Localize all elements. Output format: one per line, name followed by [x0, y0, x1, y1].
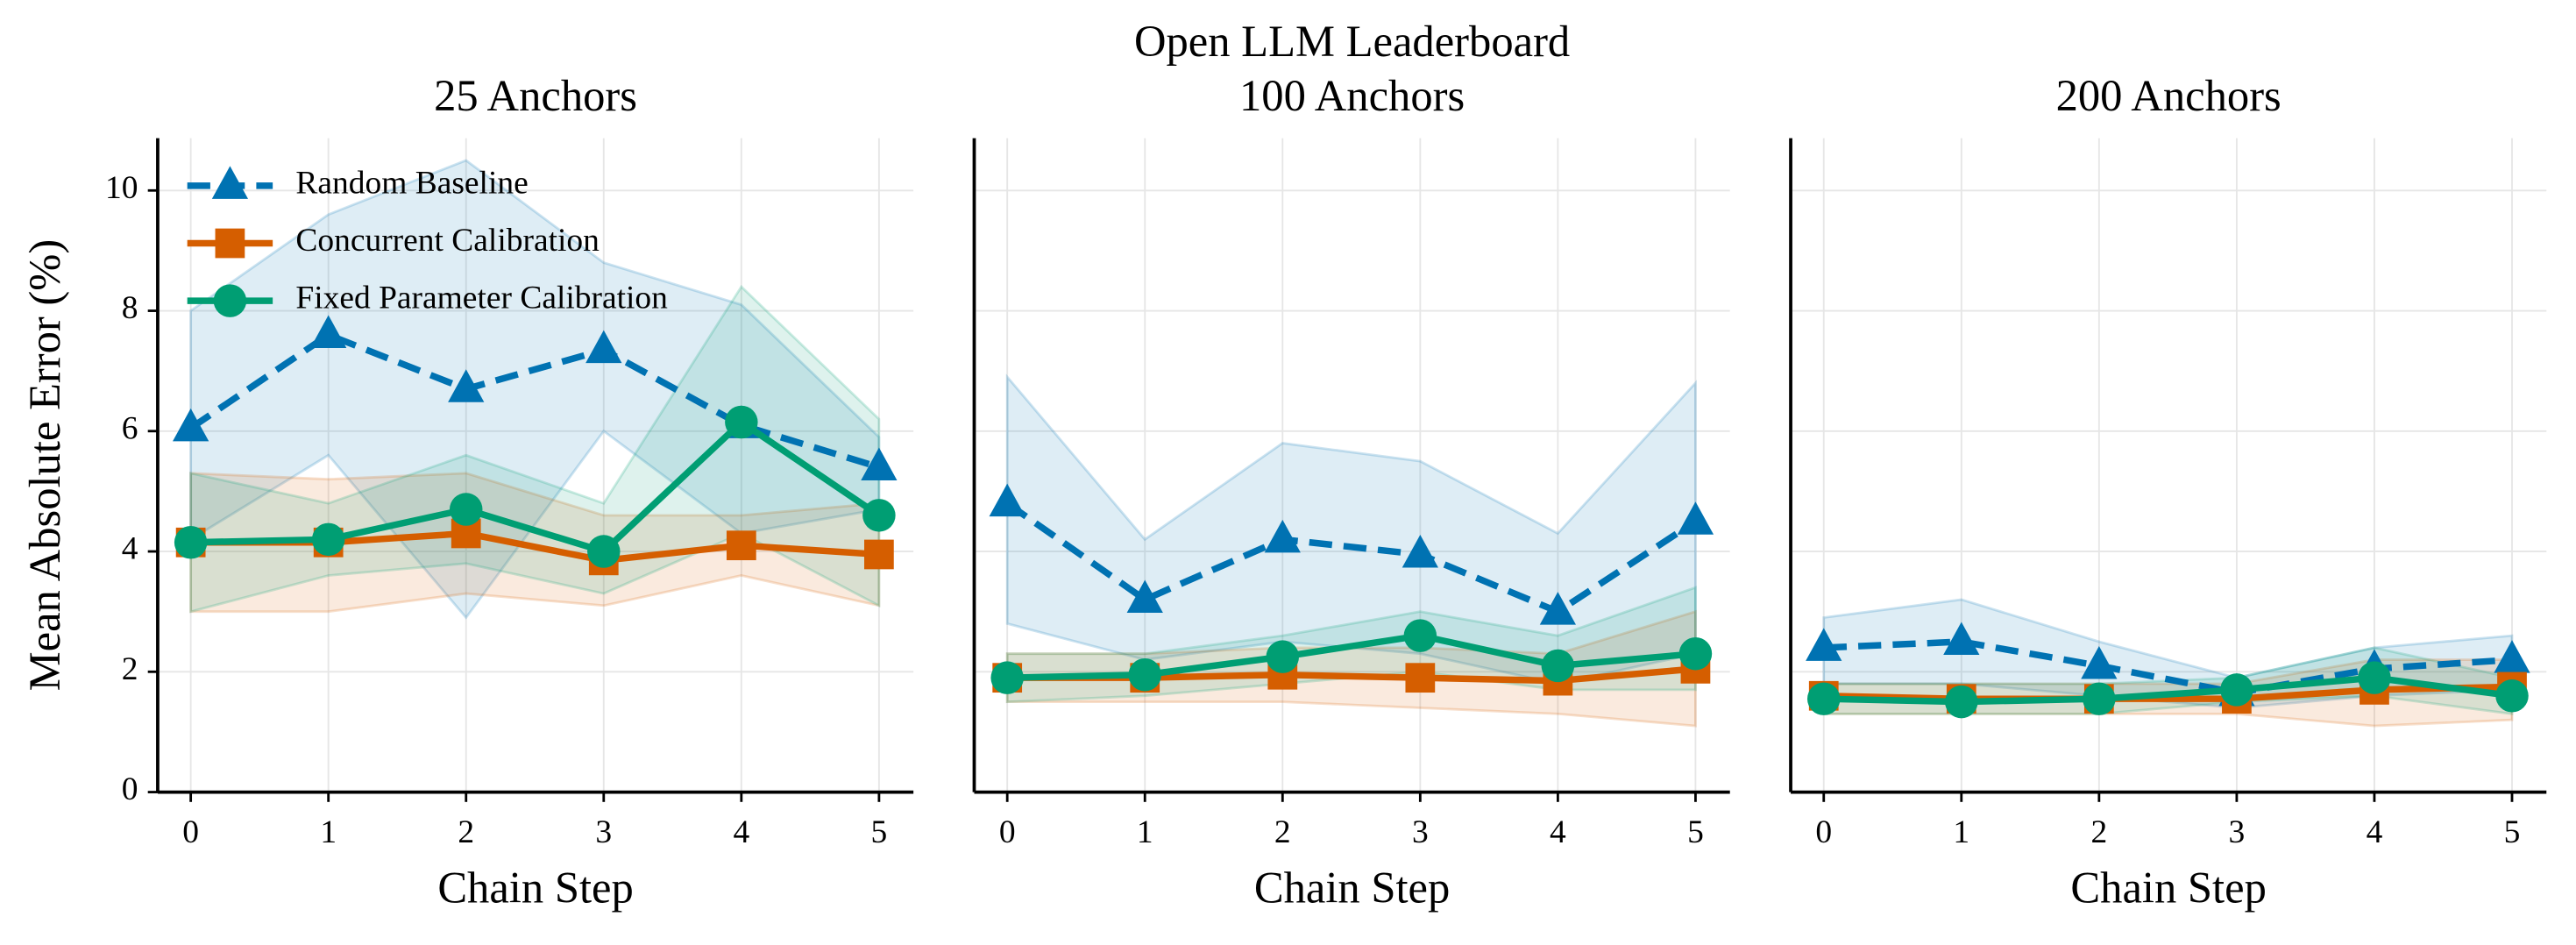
marker-triangle	[1402, 534, 1438, 568]
y-tick-label: 4	[122, 531, 138, 567]
marker-circle	[1541, 649, 1575, 683]
marker-circle	[449, 493, 483, 526]
marker-triangle	[585, 330, 622, 364]
marker-circle	[1266, 640, 1300, 673]
marker-circle	[1403, 619, 1437, 652]
x-tick-label: 3	[2229, 814, 2246, 850]
marker-circle	[1678, 636, 1713, 671]
marker-square	[864, 539, 894, 570]
y-tick-label: 0	[122, 771, 138, 807]
x-tick-label: 0	[999, 814, 1016, 850]
x-tick-label: 4	[1550, 814, 1566, 850]
x-tick-label: 2	[1274, 814, 1291, 850]
x-tick-label: 1	[320, 814, 337, 850]
x-tick-label: 4	[2367, 814, 2383, 850]
marker-circle	[1128, 657, 1161, 692]
marker-triangle	[173, 408, 209, 442]
legend-label: Fixed Parameter Calibration	[295, 281, 668, 316]
marker-triangle	[2081, 645, 2118, 679]
x-tick-label: 1	[1137, 814, 1153, 850]
series-line	[1007, 632, 1696, 681]
x-tick-label: 0	[1815, 814, 1832, 850]
x-axis-label: Chain Step	[1254, 863, 1450, 913]
x-tick-label: 3	[595, 814, 612, 850]
marker-circle	[2083, 682, 2116, 715]
marker-square	[726, 530, 756, 561]
y-tick-label: 6	[122, 410, 138, 446]
x-axis-label: Chain Step	[437, 863, 633, 913]
marker-triangle	[1806, 628, 1842, 661]
subplot-title: 100 Anchors	[1239, 71, 1465, 120]
series-line	[1005, 501, 1698, 615]
legend-label: Concurrent Calibration	[295, 223, 600, 259]
marker-circle	[862, 499, 896, 532]
marker-circle	[2495, 679, 2529, 713]
y-tick-label: 10	[105, 170, 138, 206]
y-tick-label: 8	[122, 290, 138, 326]
marker-triangle	[989, 483, 1025, 517]
marker-square	[215, 228, 245, 259]
y-axis-label: Mean Absolute Error (%)	[20, 239, 69, 692]
marker-triangle	[211, 166, 249, 199]
marker-circle	[213, 284, 247, 317]
series-line	[188, 330, 880, 471]
x-tick-label: 4	[733, 814, 749, 850]
subplot-title: 25 Anchors	[434, 71, 637, 120]
marker-triangle	[2494, 640, 2530, 673]
marker-circle	[2220, 673, 2253, 707]
x-tick-label: 2	[458, 814, 474, 850]
marker-circle	[587, 535, 621, 568]
marker-triangle	[448, 369, 485, 402]
marker-circle	[1807, 682, 1841, 715]
marker-triangle	[1539, 592, 1577, 625]
x-tick-label: 5	[1687, 814, 1704, 850]
x-tick-label: 3	[1412, 814, 1429, 850]
marker-triangle	[310, 315, 347, 348]
subplot-title: 200 Anchors	[2056, 71, 2281, 120]
marker-circle	[725, 405, 758, 439]
marker-triangle	[861, 447, 898, 480]
marker-triangle	[1126, 579, 1163, 613]
series-line	[1823, 674, 2513, 706]
marker-circle	[311, 522, 345, 557]
x-axis-label: Chain Step	[2070, 863, 2266, 913]
x-tick-label: 2	[2090, 814, 2107, 850]
marker-triangle	[1677, 501, 1714, 535]
x-tick-label: 5	[2504, 814, 2521, 850]
marker-circle	[1945, 685, 1978, 719]
x-tick-label: 1	[1953, 814, 1969, 850]
error-band	[189, 472, 881, 614]
figure-title: Open LLM Leaderboard	[1134, 17, 1570, 66]
marker-square	[1405, 663, 1436, 693]
marker-circle	[990, 661, 1024, 694]
marker-circle	[174, 526, 208, 559]
marker-circle	[2358, 661, 2391, 694]
legend-label: Random Baseline	[295, 166, 528, 202]
x-tick-label: 5	[871, 814, 888, 850]
y-tick-label: 2	[122, 651, 138, 687]
series-line	[1823, 638, 2513, 697]
marker-triangle	[1264, 519, 1301, 553]
marker-triangle	[1943, 622, 1980, 655]
series-line	[190, 417, 881, 556]
x-tick-label: 0	[182, 814, 199, 850]
